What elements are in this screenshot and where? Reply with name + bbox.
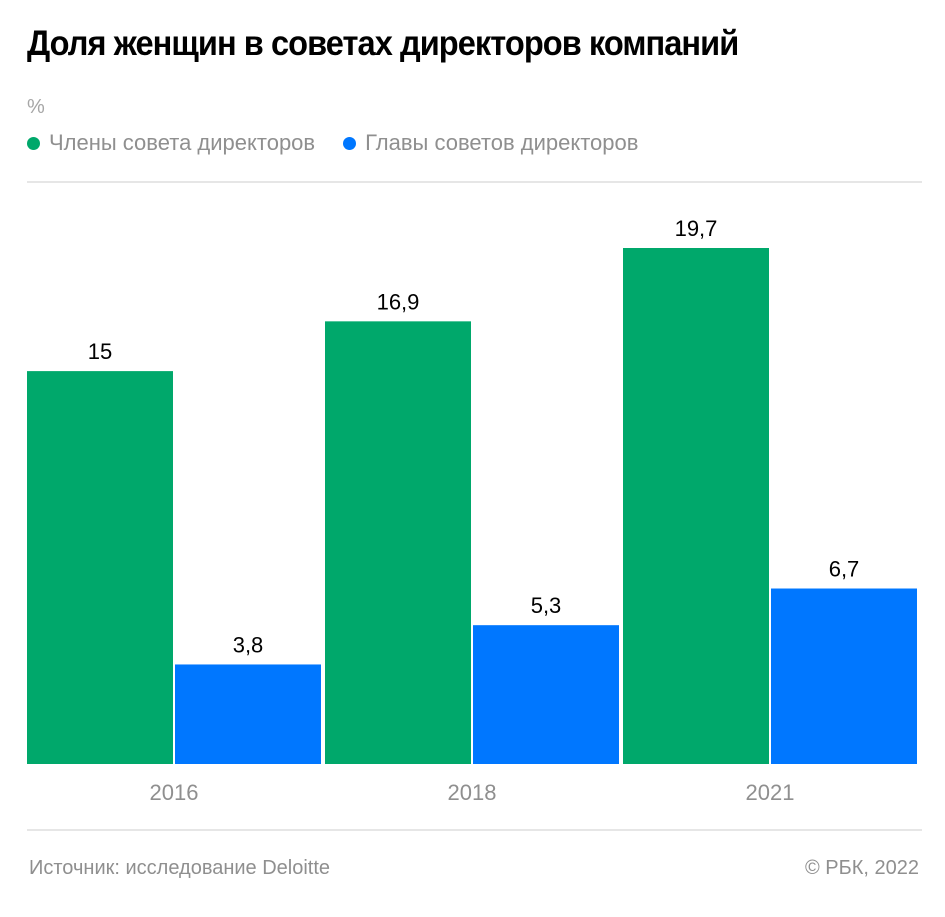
bottom-divider — [27, 829, 922, 831]
legend-item-chairs: Главы советов директоров — [343, 130, 638, 156]
legend-item-members: Члены совета директоров — [27, 130, 315, 156]
legend-dot-icon — [343, 136, 357, 150]
legend-label: Члены совета директоров — [49, 130, 316, 155]
unit-label: % — [27, 96, 45, 118]
bar-chairs-2016 — [175, 664, 321, 764]
legend: Члены совета директоров Главы советов ди… — [27, 130, 666, 156]
source-note: Источник: исследование Deloitte — [29, 857, 331, 879]
value-label: 19,7 — [675, 216, 718, 241]
legend-label: Главы советов директоров — [365, 130, 639, 155]
value-label: 16,9 — [377, 289, 420, 314]
bar-members-2016 — [27, 371, 173, 764]
copyright: © РБК, 2022 — [804, 857, 919, 879]
legend-dot-icon — [27, 136, 40, 150]
chart-title: Доля женщин в советах директоров компани… — [27, 24, 739, 63]
x-tick-label: 2021 — [746, 780, 795, 805]
value-label: 6,7 — [829, 557, 860, 582]
top-divider — [27, 181, 922, 183]
x-tick-label: 2016 — [150, 780, 199, 805]
bar-chairs-2021 — [771, 588, 917, 764]
bar-chairs-2018 — [473, 625, 619, 764]
value-label: 3,8 — [233, 632, 264, 657]
x-tick-label: 2018 — [448, 780, 497, 805]
bar-members-2021 — [623, 248, 769, 764]
value-label: 15 — [88, 339, 112, 364]
bar-members-2018 — [325, 321, 471, 764]
bar-chart: 15 3,8 2016 16,9 5,3 2018 19,7 6,7 2021 — [27, 216, 917, 805]
value-label: 5,3 — [531, 593, 562, 618]
